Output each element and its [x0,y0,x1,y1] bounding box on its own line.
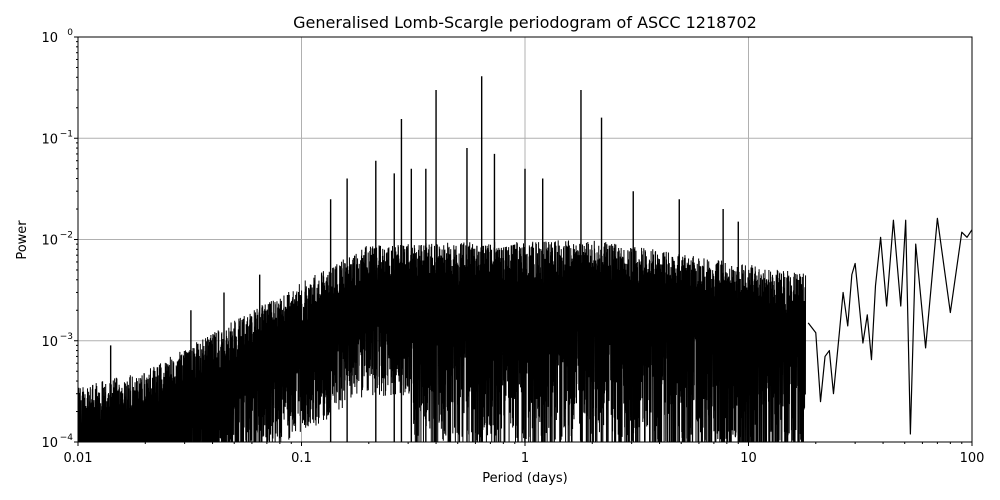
y-tick-label: 10 [41,335,58,350]
y-tick-exponent: 0 [67,28,73,38]
x-tick-label: 1 [521,451,529,466]
x-axis-label: Period (days) [482,471,568,486]
spectrum-noise [78,240,807,442]
y-tick-exponent: −1 [60,129,73,139]
x-tick-label: 100 [960,451,985,466]
y-axis-label: Power [15,220,30,260]
y-tick-label: 10 [41,132,58,147]
y-tick-label: 10 [41,234,58,249]
x-tick-label: 10 [740,451,757,466]
y-tick-exponent: −3 [60,332,73,342]
y-tick-label: 10 [41,31,58,46]
chart-title: Generalised Lomb-Scargle periodogram of … [293,13,757,32]
y-tick-label: 10 [41,436,58,451]
spectrum-tail [807,217,972,435]
x-tick-label: 0.1 [291,451,312,466]
periodogram-curve [78,76,972,442]
x-axis-ticks: 0.01 0.1 1 10 100 [64,442,985,466]
y-tick-exponent: −2 [60,231,73,241]
x-tick-label: 0.01 [64,451,93,466]
y-tick-exponent: −4 [60,433,74,443]
